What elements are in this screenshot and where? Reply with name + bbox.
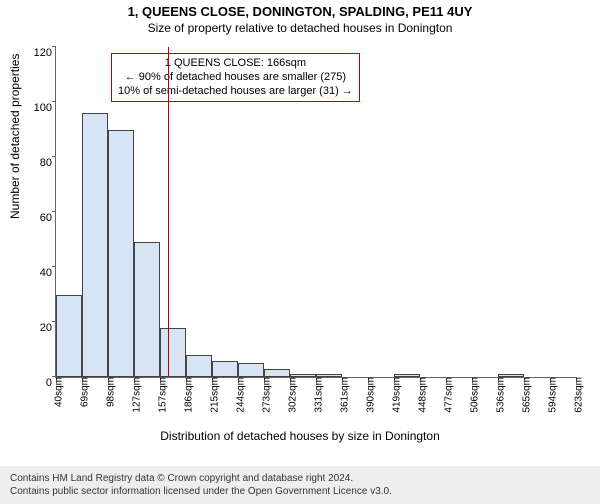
chart-container: Number of detached properties 1 QUEENS C… bbox=[0, 39, 600, 439]
x-tick-label: 477sqm bbox=[438, 377, 455, 413]
property-callout: 1 QUEENS CLOSE: 166sqm ← 90% of detached… bbox=[111, 53, 360, 102]
x-tick-label: 98sqm bbox=[100, 377, 117, 407]
x-tick-label: 186sqm bbox=[178, 377, 195, 413]
x-tick-label: 448sqm bbox=[412, 377, 429, 413]
x-tick-label: 157sqm bbox=[152, 377, 169, 413]
x-tick-label: 215sqm bbox=[204, 377, 221, 413]
callout-line-1: 1 QUEENS CLOSE: 166sqm bbox=[118, 57, 353, 71]
y-tick-mark bbox=[52, 101, 56, 102]
y-tick-mark bbox=[52, 156, 56, 157]
histogram-bar bbox=[82, 113, 108, 377]
x-tick-label: 594sqm bbox=[542, 377, 559, 413]
histogram-bar bbox=[238, 363, 264, 377]
attribution-footer: Contains HM Land Registry data © Crown c… bbox=[0, 466, 600, 504]
y-tick-label: 80 bbox=[22, 157, 52, 169]
plot-area: 1 QUEENS CLOSE: 166sqm ← 90% of detached… bbox=[55, 47, 576, 378]
y-tick-label: 60 bbox=[22, 212, 52, 224]
histogram-bar bbox=[108, 130, 134, 378]
x-tick-label: 623sqm bbox=[568, 377, 585, 413]
x-tick-label: 536sqm bbox=[490, 377, 507, 413]
footer-line-2: Contains public sector information licen… bbox=[10, 485, 590, 498]
callout-line-3: 10% of semi-detached houses are larger (… bbox=[118, 85, 353, 99]
x-tick-label: 40sqm bbox=[48, 377, 65, 407]
page-subtitle: Size of property relative to detached ho… bbox=[0, 21, 600, 35]
x-tick-label: 419sqm bbox=[386, 377, 403, 413]
y-tick-label: 40 bbox=[22, 267, 52, 279]
histogram-bar bbox=[264, 369, 290, 377]
page-title-address: 1, QUEENS CLOSE, DONINGTON, SPALDING, PE… bbox=[0, 4, 600, 19]
x-tick-label: 127sqm bbox=[126, 377, 143, 413]
y-tick-mark bbox=[52, 266, 56, 267]
x-tick-label: 244sqm bbox=[230, 377, 247, 413]
x-tick-label: 302sqm bbox=[282, 377, 299, 413]
x-tick-label: 565sqm bbox=[516, 377, 533, 413]
x-axis-label: Distribution of detached houses by size … bbox=[0, 429, 600, 443]
histogram-bar bbox=[212, 361, 238, 378]
footer-line-1: Contains HM Land Registry data © Crown c… bbox=[10, 472, 590, 485]
x-tick-label: 506sqm bbox=[464, 377, 481, 413]
x-tick-label: 361sqm bbox=[334, 377, 351, 413]
x-tick-label: 69sqm bbox=[74, 377, 91, 407]
x-tick-label: 331sqm bbox=[308, 377, 325, 413]
y-tick-label: 120 bbox=[22, 47, 52, 59]
histogram-bar bbox=[134, 242, 160, 377]
y-tick-mark bbox=[52, 46, 56, 47]
histogram-bar bbox=[160, 328, 186, 378]
y-axis-label: Number of detached properties bbox=[8, 54, 22, 219]
x-tick-label: 273sqm bbox=[256, 377, 273, 413]
callout-line-2: ← 90% of detached houses are smaller (27… bbox=[118, 71, 353, 85]
y-tick-label: 20 bbox=[22, 322, 52, 334]
histogram-bar bbox=[56, 295, 82, 378]
x-tick-label: 390sqm bbox=[360, 377, 377, 413]
histogram-bar bbox=[186, 355, 212, 377]
y-tick-label: 100 bbox=[22, 102, 52, 114]
property-marker-line bbox=[168, 47, 169, 377]
y-tick-mark bbox=[52, 211, 56, 212]
